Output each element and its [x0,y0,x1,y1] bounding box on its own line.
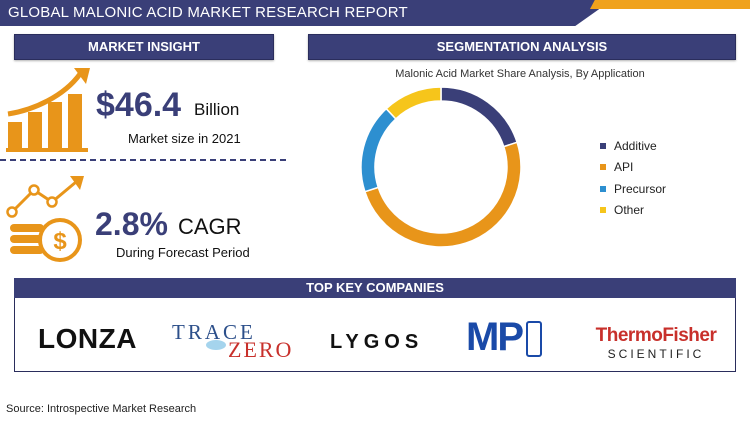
legend-label: Additive [614,138,657,153]
source-note: Source: Introspective Market Research [6,403,197,415]
thermofisher-logo-line2: SCIENTIFIC [607,347,705,361]
lonza-logo: LONZA [38,323,137,354]
chart-title: Malonic Acid Market Share Analysis, By A… [395,68,645,80]
thermofisher-logo: ThermoFisher SCIENTIFIC [586,325,726,361]
mp-logo: MP [466,315,546,359]
companies-heading: TOP KEY COMPANIES [14,278,736,298]
legend-item-other: Other [600,200,666,222]
trace-zero-logo-part2: ZERO [228,337,294,362]
donut-slice-additive [440,86,519,148]
accent-bar [590,0,750,9]
report-title: GLOBAL MALONIC ACID MARKET RESEARCH REPO… [8,4,408,21]
cagr-label: CAGR [178,214,242,239]
divider [0,159,286,161]
legend-item-precursor: Precursor [600,178,666,200]
donut-slice-other [385,86,442,120]
segmentation-heading: SEGMENTATION ANALYSIS [308,34,736,60]
legend-item-api: API [600,157,666,179]
legend-label: Precursor [614,181,667,196]
cagr-caption: During Forecast Period [116,245,250,260]
legend-label: Other [614,203,645,218]
dollar-growth-icon: $ [6,176,84,262]
legend-swatch [600,164,606,171]
svg-text:$: $ [53,228,67,255]
thermofisher-logo-line1: ThermoFisher [595,325,717,346]
legend-swatch [600,142,606,149]
legend-label: API [614,160,634,175]
mp-logo-text: MP [466,315,524,359]
legend-item-additive: Additive [600,135,666,157]
trace-zero-logo: TRACE ZERO [172,320,302,362]
donut-chart [360,86,522,248]
water-drop-icon [206,340,226,350]
cagr-value: 2.8% [95,206,168,242]
lygos-logo: LYGOS [330,331,424,353]
donut-slice-api [363,141,522,248]
legend-swatch [600,185,606,192]
market-size-value: $46.4 [96,86,182,124]
market-insight-heading: MARKET INSIGHT [14,34,274,60]
growth-chart-icon [6,68,90,152]
market-size-caption: Market size in 2021 [128,131,241,146]
legend-swatch [600,207,606,214]
mp-emblem-icon [526,321,542,357]
title-bar: GLOBAL MALONIC ACID MARKET RESEARCH REPO… [0,0,612,26]
market-size-unit: Billion [194,100,240,119]
donut-slice-precursor [360,107,397,193]
chart-legend: Additive API Precursor Other [600,135,666,221]
